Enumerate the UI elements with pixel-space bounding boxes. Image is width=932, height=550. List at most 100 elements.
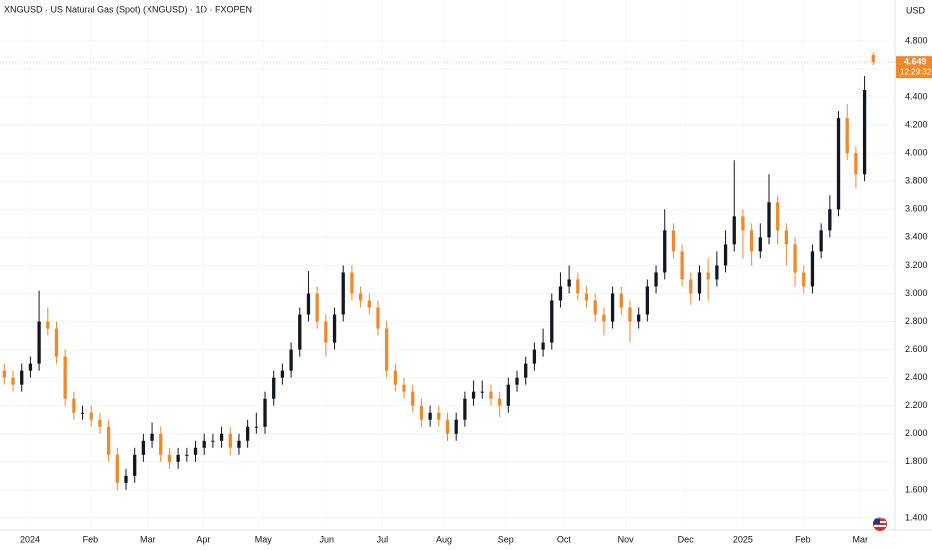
- candle-body: [671, 230, 676, 252]
- candle-body: [602, 314, 606, 322]
- candle-body: [741, 216, 745, 231]
- candle-body: [723, 244, 728, 266]
- candle-body: [193, 447, 198, 455]
- candle-body: [506, 384, 510, 406]
- candle-body: [732, 216, 736, 245]
- y-tick-label: 2.800: [905, 316, 928, 326]
- y-tick-label: 2.200: [905, 400, 928, 410]
- candle-body: [254, 426, 258, 428]
- y-tick-label: 1.600: [905, 484, 928, 494]
- last-price-box: [896, 56, 932, 79]
- candle-body: [80, 412, 85, 414]
- candle-body: [115, 454, 119, 483]
- candle-body: [706, 272, 710, 280]
- candle-body: [219, 433, 224, 441]
- candle-body: [89, 412, 93, 420]
- candle-body: [289, 349, 293, 371]
- candle-body: [280, 370, 285, 378]
- candle-body: [515, 377, 519, 385]
- candle-body: [20, 370, 24, 385]
- y-tick-label: 3.000: [905, 288, 928, 298]
- candle-body: [654, 272, 658, 287]
- candle-body: [376, 307, 380, 329]
- candle-body: [784, 230, 789, 245]
- x-tick-label: Jun: [319, 534, 334, 544]
- candle-body: [836, 118, 841, 210]
- y-tick-label: 3.800: [905, 176, 928, 186]
- y-tick-label: 4.400: [905, 91, 928, 101]
- candle-body: [463, 398, 467, 420]
- candle-body: [411, 391, 415, 406]
- candle-body: [776, 202, 780, 231]
- candle-body: [715, 265, 719, 280]
- candle-body: [37, 321, 41, 364]
- candle-body: [63, 356, 67, 399]
- candle-body: [854, 153, 858, 175]
- candle-body: [28, 363, 33, 371]
- candle-body: [767, 202, 771, 238]
- candle-body: [480, 391, 484, 393]
- candle-body: [11, 377, 15, 385]
- y-tick-label: 4.800: [905, 35, 928, 45]
- x-tick-label: Jul: [377, 534, 389, 544]
- candle-body: [810, 251, 815, 287]
- candle-body: [532, 349, 537, 364]
- candle-body: [524, 363, 528, 378]
- candle-body: [228, 433, 232, 448]
- countdown-label: 12:29:32: [900, 67, 932, 76]
- x-tick-label: Oct: [557, 534, 572, 544]
- candle-body: [237, 440, 241, 448]
- x-tick-label: Nov: [618, 534, 635, 544]
- candle-body: [2, 370, 6, 378]
- candle-body: [385, 328, 389, 371]
- candle-body: [419, 405, 424, 420]
- candle-body: [185, 454, 189, 456]
- candle-body: [272, 377, 276, 399]
- currency-label: USD: [906, 5, 926, 15]
- y-tick-label: 1.400: [905, 512, 928, 522]
- candle-body: [584, 293, 589, 301]
- candle-body: [202, 440, 206, 448]
- candle-body: [576, 279, 580, 294]
- candle-body: [871, 54, 875, 63]
- x-tick-label: Apr: [196, 534, 210, 544]
- candle-body: [637, 314, 641, 322]
- candle-body: [619, 293, 623, 308]
- x-tick-label: Aug: [436, 534, 452, 544]
- x-tick-label: Sep: [498, 534, 514, 544]
- candle-body: [749, 230, 754, 252]
- candle-body: [680, 251, 684, 280]
- candle-body: [567, 279, 571, 287]
- x-tick-label: Dec: [678, 534, 695, 544]
- x-tick-label: Feb: [795, 534, 811, 544]
- candle-body: [298, 314, 302, 350]
- candle-body: [428, 412, 432, 420]
- x-tick-label: 2024: [20, 534, 40, 544]
- candle-body: [489, 391, 493, 399]
- candle-body: [150, 433, 154, 441]
- x-tick-label: May: [255, 534, 273, 544]
- x-tick-label: Feb: [83, 534, 99, 544]
- y-tick-label: 1.800: [905, 456, 928, 466]
- candle-body: [98, 419, 102, 427]
- candle-body: [541, 342, 545, 350]
- candle-body: [471, 391, 476, 399]
- candle-body: [645, 286, 650, 315]
- candle-body: [437, 412, 441, 420]
- y-tick-label: 3.600: [905, 204, 928, 214]
- candle-body: [141, 440, 146, 455]
- candle-body: [802, 272, 806, 287]
- chart-title: XNGUSD · US Natural Gas (Spot) (XNGUSD) …: [4, 4, 252, 14]
- candle-body: [663, 230, 667, 273]
- candle-body: [46, 321, 50, 329]
- last-price-label: 4.649: [904, 57, 927, 67]
- candle-body: [315, 293, 319, 322]
- candle-body: [211, 440, 215, 442]
- y-tick-label: 2.000: [905, 428, 928, 438]
- y-tick-label: 3.400: [905, 232, 928, 242]
- candle-body: [159, 433, 163, 455]
- candle-body: [454, 419, 458, 434]
- candle-body: [497, 398, 502, 406]
